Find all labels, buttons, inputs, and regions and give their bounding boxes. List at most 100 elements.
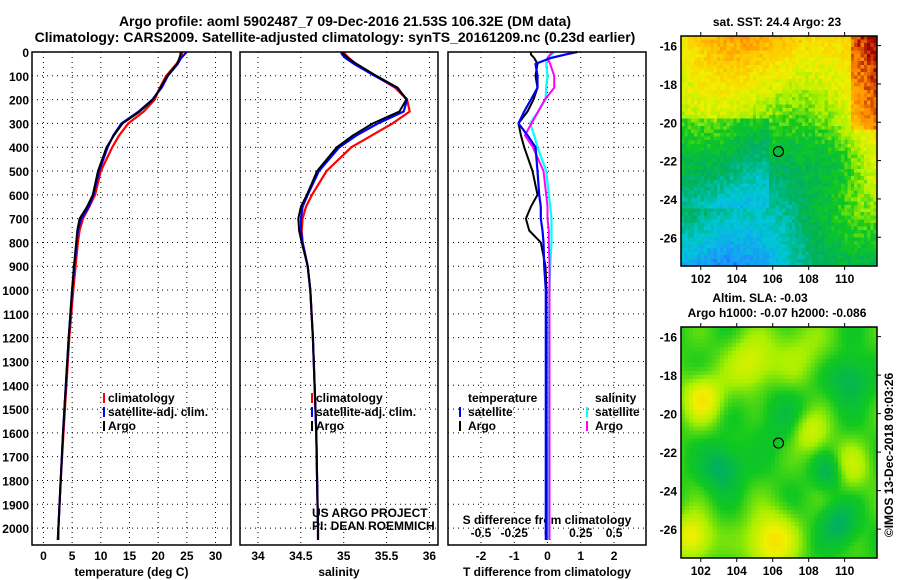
- x-tick-label: 34: [251, 549, 265, 563]
- project-annotation: PI: DEAN ROEMMICH: [312, 519, 435, 533]
- legend-label: Argo: [595, 419, 623, 433]
- credit-text: ©IMOS 13-Dec-2018 09:03:26: [882, 373, 896, 538]
- x-tick-label: 15: [123, 549, 137, 563]
- map-lon-label: 110: [835, 272, 855, 286]
- map-lat-label: -16: [660, 40, 678, 54]
- depth-tick-label: 800: [9, 236, 29, 250]
- x-tick-label: 30: [209, 549, 223, 563]
- depth-tick-label: 100: [9, 70, 29, 84]
- series-line-argo: [57, 52, 182, 540]
- map-lon-label: 106: [763, 272, 783, 286]
- depth-tick-label: 1000: [2, 284, 29, 298]
- x-tick-label: 10: [94, 549, 108, 563]
- depth-tick-label: 1600: [2, 427, 29, 441]
- plot-frame: [239, 51, 439, 546]
- legend-label: satellite: [468, 405, 513, 419]
- legend-label: satellite: [595, 405, 640, 419]
- depth-tick-label: 200: [9, 94, 29, 108]
- depth-tick-label: 1200: [2, 332, 29, 346]
- map-lat-label: -16: [660, 331, 678, 345]
- x-tick-label: 20: [151, 549, 165, 563]
- legend-label: Argo: [108, 419, 136, 433]
- series-line-salinity-satellite: [529, 51, 555, 540]
- depth-tick-label: 700: [9, 213, 29, 227]
- title-line-2: Climatology: CARS2009. Satellite-adjuste…: [35, 29, 636, 45]
- depth-tick-label: 900: [9, 260, 29, 274]
- map-frame: [680, 35, 878, 267]
- depth-tick-label: 1900: [2, 498, 29, 512]
- x-tick-label: 5: [69, 549, 76, 563]
- map-title: sat. SST: 24.4 Argo: 23: [713, 15, 842, 29]
- secondary-x-tick-label: -0.25: [501, 526, 529, 540]
- sst-map-image: [681, 36, 877, 266]
- depth-tick-label: 1400: [2, 379, 29, 393]
- secondary-x-tick-label: 0.5: [606, 526, 623, 540]
- x-tick-label: 35: [337, 549, 351, 563]
- map-lat-label: -20: [660, 408, 678, 422]
- title-line-1: Argo profile: aoml 5902487_7 09-Dec-2016…: [119, 13, 571, 29]
- legend-label: Argo: [468, 419, 496, 433]
- map-lat-label: -24: [660, 193, 678, 207]
- depth-tick-label: 600: [9, 189, 29, 203]
- x-tick-label: 34.5: [289, 549, 313, 563]
- map-lon-label: 104: [727, 564, 747, 578]
- float-position-marker: [772, 437, 785, 449]
- map-lon-label: 102: [691, 272, 711, 286]
- map-lon-label: 110: [835, 564, 855, 578]
- map-lon-label: 108: [799, 564, 819, 578]
- x-tick-label: 0: [544, 549, 551, 563]
- map-frame: [680, 326, 878, 559]
- sla-map-image: [681, 327, 877, 558]
- legend-label: Argo: [316, 419, 344, 433]
- x-tick-label: -2: [476, 549, 487, 563]
- map-lat-label: -24: [660, 485, 678, 499]
- map-lat-label: -18: [660, 78, 678, 92]
- plot-frame: [31, 51, 232, 546]
- secondary-x-tick-label: -0.5: [471, 526, 492, 540]
- map-lon-label: 106: [763, 564, 783, 578]
- depth-tick-label: 2000: [2, 522, 29, 536]
- map-lat-label: -22: [660, 155, 678, 169]
- depth-tick-label: 1300: [2, 355, 29, 369]
- x-tick-label: 35.5: [375, 549, 399, 563]
- series-line-salinity-argo: [523, 51, 556, 540]
- map-title: Argo h1000: -0.07 h2000: -0.086: [688, 306, 867, 320]
- project-annotation: US ARGO PROJECT: [312, 506, 428, 520]
- depth-tick-label: 1700: [2, 451, 29, 465]
- map-lon-label: 108: [799, 272, 819, 286]
- x-axis-label: salinity: [318, 565, 360, 579]
- float-position-marker: [772, 145, 785, 158]
- legend-heading: temperature: [468, 391, 538, 405]
- depth-tick-label: 1500: [2, 403, 29, 417]
- x-tick-label: -1: [509, 549, 520, 563]
- map-lat-label: -26: [660, 231, 678, 245]
- map-title: Altim. SLA: -0.03: [712, 291, 808, 305]
- depth-tick-label: 300: [9, 117, 29, 131]
- map-lat-label: -26: [660, 523, 678, 537]
- legend-label: satellite-adj. clim.: [108, 405, 208, 419]
- map-lat-label: -20: [660, 116, 678, 130]
- x-axis-label: temperature (deg C): [74, 565, 188, 579]
- x-tick-label: 25: [180, 549, 194, 563]
- depth-tick-label: 1800: [2, 474, 29, 488]
- x-tick-label: 0: [40, 549, 47, 563]
- series-line-temperature-argo: [517, 52, 548, 540]
- depth-tick-label: 400: [9, 141, 29, 155]
- x-tick-label: 1: [577, 549, 584, 563]
- depth-tick-label: 1100: [3, 308, 29, 322]
- legend-label: climatology: [316, 391, 383, 405]
- legend-label: satellite-adj. clim.: [316, 405, 416, 419]
- series-line-argo: [297, 51, 408, 540]
- depth-tick-label: 0: [22, 46, 29, 60]
- x-axis-label: T difference from climatology: [463, 565, 631, 579]
- plot-frame: [447, 51, 647, 546]
- depth-tick-label: 500: [9, 165, 29, 179]
- x-tick-label: 36: [423, 549, 437, 563]
- legend-label: climatology: [108, 391, 175, 405]
- secondary-x-tick-label: 0.25: [569, 526, 593, 540]
- map-lon-label: 102: [691, 564, 711, 578]
- series-line-temperature-satellite: [517, 50, 578, 540]
- x-tick-label: 2: [611, 549, 618, 563]
